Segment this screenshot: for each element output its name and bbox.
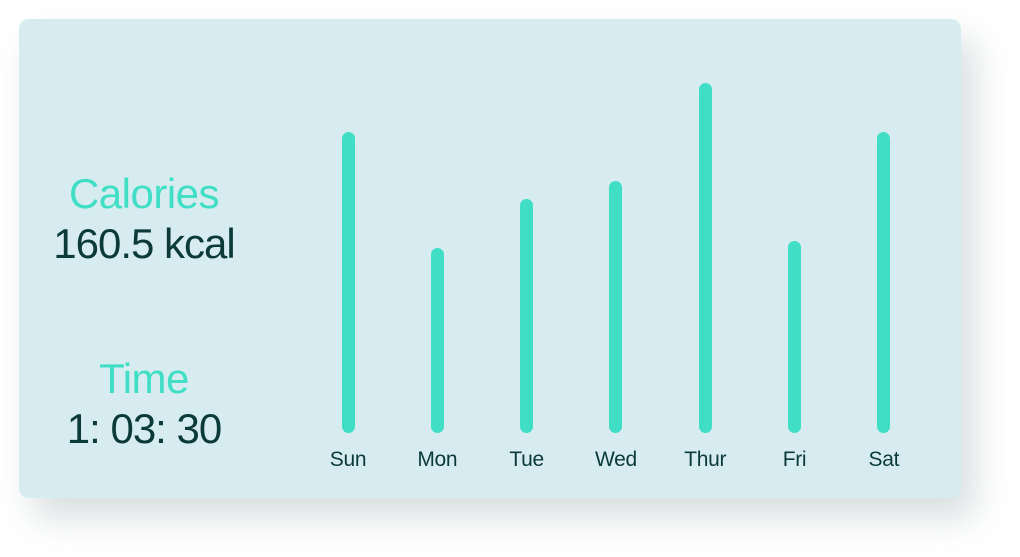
calories-value: 160.5 kcal: [53, 220, 235, 267]
day-label-sat: Sat: [868, 448, 900, 471]
calories-stat: Calories 160.5 kcal: [19, 169, 269, 269]
bar-sun: [341, 132, 355, 433]
day-label-mon: Mon: [417, 448, 458, 471]
bar-wed: [609, 181, 623, 433]
calories-label: Calories: [68, 170, 220, 217]
bar-thur: [698, 83, 712, 433]
day-label-fri: Fri: [782, 448, 807, 471]
day-label-tue: Tue: [509, 448, 544, 471]
time-label: Time: [99, 355, 189, 402]
day-label-thur: Thur: [684, 448, 727, 471]
day-label-wed: Wed: [594, 448, 637, 471]
time-value: 1: 03: 30: [66, 405, 222, 452]
day-label-sun: Sun: [329, 448, 367, 471]
bar-fri: [788, 240, 801, 433]
bar-tue: [520, 198, 534, 433]
bar-mon: [430, 247, 444, 433]
weekly-bar-chart: Sun Mon Tue Wed Thur Fri Sat: [289, 49, 949, 471]
time-stat: Time 1: 03: 30: [19, 354, 269, 454]
activity-card: Calories 160.5 kcal Time 1: 03: 30 Sun Mo…: [19, 19, 961, 498]
bar-sat: [877, 132, 891, 433]
